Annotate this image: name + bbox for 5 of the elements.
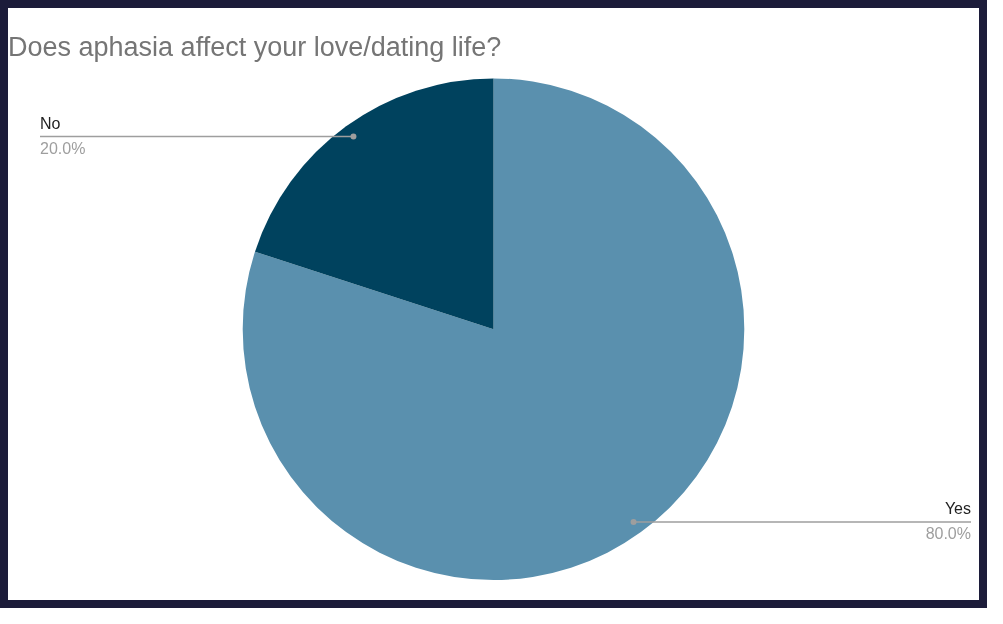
slice-label: No xyxy=(40,114,61,132)
slice-label: Yes xyxy=(944,500,971,518)
data-label: 20.0% xyxy=(40,139,86,157)
data-label: 80.0% xyxy=(925,525,971,543)
chart-title: Does aphasia affect your love/dating life? xyxy=(8,31,502,62)
